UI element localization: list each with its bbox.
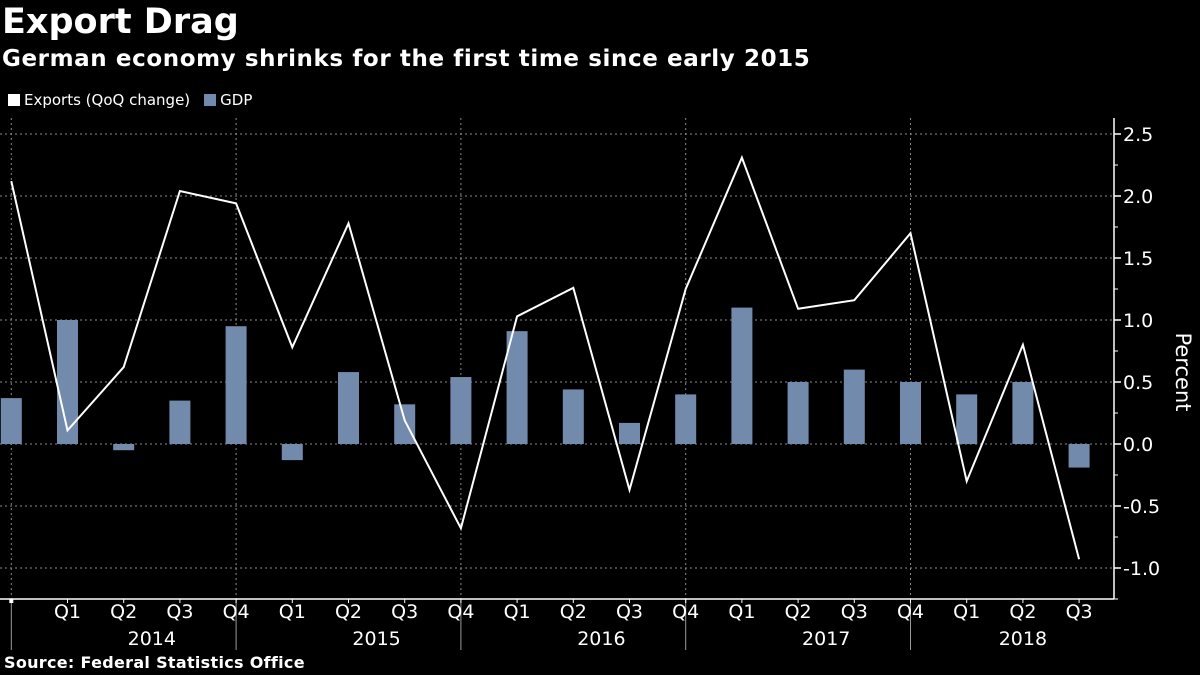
x-tick-label-quarter: Q1	[504, 601, 531, 623]
gdp-bar	[675, 394, 697, 444]
year-separators	[10, 118, 911, 650]
y-tick-label: 1.5	[1123, 248, 1153, 270]
gdp-bars	[0, 307, 1090, 468]
gdp-bar	[225, 326, 247, 444]
legend-item-exports: Exports (QoQ change)	[8, 91, 190, 109]
x-axis: Q1 Q2 Q3 Q4 Q1 Q2 Q3 Q4 Q1 Q2 Q3 Q4 Q1 Q2 Q3 Q4 Q1 Q2 Q3 20…	[0, 598, 1114, 650]
gdp-bar	[0, 398, 22, 444]
gdp-bar	[787, 382, 809, 444]
x-tick-label-quarter: Q3	[841, 601, 868, 623]
grid-lines	[0, 133, 1114, 569]
gdp-bar	[450, 377, 472, 444]
x-tick-label-year: 2014	[128, 628, 176, 650]
exports-line-group	[10, 154, 1081, 560]
chart-title: Export Drag	[2, 2, 239, 42]
y-tick-label: 1.0	[1123, 310, 1153, 332]
legend-label-gdp: GDP	[220, 91, 253, 109]
y-tick-label: 0.5	[1123, 372, 1153, 394]
legend: Exports (QoQ change) GDP	[8, 91, 266, 109]
x-tick-label-quarter: Q1	[953, 601, 980, 623]
gdp-bar	[113, 444, 135, 451]
chart-subtitle: German economy shrinks for the first tim…	[2, 46, 811, 72]
gdp-bar	[338, 372, 359, 444]
gdp-bar	[956, 394, 978, 444]
gdp-bar	[169, 400, 191, 444]
x-tick-label-year: 2018	[999, 628, 1047, 650]
legend-label-exports: Exports (QoQ change)	[24, 91, 191, 109]
source-note: Source: Federal Statistics Office	[4, 653, 305, 672]
x-tick-label-year: 2016	[577, 628, 625, 650]
gdp-bar	[281, 444, 303, 461]
x-tick-label-quarter: Q4	[672, 601, 699, 623]
x-tick-label-year: 2017	[802, 628, 850, 650]
x-tick-label-quarter: Q4	[897, 601, 924, 623]
x-tick-label-quarter: Q1	[728, 601, 755, 623]
gdp-bar	[1068, 444, 1090, 468]
gdp-bar	[394, 404, 416, 444]
y-tick-label: 2.5	[1123, 124, 1153, 146]
gdp-bar	[506, 331, 528, 444]
y-tick-label: 2.0	[1123, 186, 1153, 208]
y-axis: 2.5 2.0 1.5 1.0 0.5 0.0 -0.5 -1.0	[1113, 118, 1160, 600]
y-tick-label: -0.5	[1123, 496, 1160, 518]
y-tick-label: 0.0	[1123, 434, 1153, 456]
y-tick-label: -1.0	[1123, 558, 1160, 580]
x-tick-label-quarter: Q3	[391, 601, 418, 623]
x-tick-label-quarter: Q1	[279, 601, 306, 623]
x-tick-label-quarter: Q4	[223, 601, 250, 623]
x-tick-label-year: 2015	[352, 628, 400, 650]
x-tick-label-quarter: Q2	[335, 601, 362, 623]
x-tick-label-quarter: Q3	[166, 601, 193, 623]
x-tick-label-quarter: Q3	[616, 601, 643, 623]
gdp-bar	[619, 422, 640, 444]
x-tick-label-quarter: Q3	[1066, 601, 1093, 623]
gdp-bar	[731, 307, 753, 444]
gdp-bar	[562, 389, 584, 444]
x-tick-label-quarter: Q2	[1009, 601, 1036, 623]
legend-item-gdp: GDP	[204, 91, 252, 109]
x-tick-label-quarter: Q4	[447, 601, 474, 623]
legend-swatch-exports	[8, 94, 20, 106]
x-tick-label-quarter: Q2	[785, 601, 812, 623]
gdp-bar	[57, 320, 78, 444]
gdp-bar	[900, 382, 921, 444]
gdp-bar	[843, 369, 865, 444]
x-tick-label-quarter: Q1	[54, 601, 81, 623]
x-tick-label-quarter: Q2	[560, 601, 587, 623]
exports-line	[10, 154, 1081, 560]
legend-swatch-gdp	[204, 94, 217, 106]
y-axis-label: Percent	[1171, 332, 1195, 411]
x-tick-label-quarter: Q2	[110, 601, 137, 623]
gdp-bar	[1012, 382, 1034, 444]
